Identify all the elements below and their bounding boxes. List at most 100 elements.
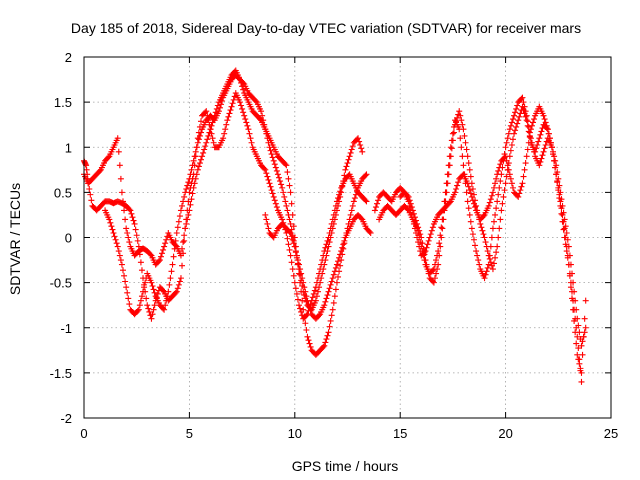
data-point [162, 240, 169, 247]
data-point [218, 101, 225, 108]
data-point [225, 113, 232, 120]
data-point [328, 278, 335, 285]
data-point [417, 248, 424, 255]
data-point [429, 278, 436, 285]
data-point [124, 229, 131, 236]
data-point [467, 173, 474, 180]
data-point [301, 313, 308, 320]
data-point [578, 378, 585, 385]
data-point [119, 267, 126, 274]
data-point [320, 266, 327, 273]
data-point [172, 237, 179, 244]
data-point [204, 136, 211, 143]
data-point [550, 151, 557, 158]
data-point [194, 139, 201, 146]
data-point [179, 245, 186, 252]
data-point [466, 166, 473, 173]
data-point [273, 204, 280, 211]
data-point [173, 229, 180, 236]
data-point [503, 173, 510, 180]
data-point [493, 205, 500, 212]
data-point [312, 297, 319, 304]
data-point [483, 268, 490, 275]
data-point [288, 200, 295, 207]
data-point [130, 217, 137, 224]
data-point [155, 258, 162, 265]
data-point [573, 324, 580, 331]
data-point [88, 197, 95, 204]
data-point [372, 204, 379, 211]
data-point [322, 257, 329, 264]
data-point [171, 245, 178, 252]
data-point [188, 196, 195, 203]
data-point [265, 139, 272, 146]
data-point [358, 145, 365, 152]
data-point [333, 207, 340, 214]
data-point [513, 123, 520, 130]
data-point [286, 182, 293, 189]
data-point [538, 128, 545, 135]
data-point [496, 225, 503, 232]
data-point [163, 236, 170, 243]
data-point [307, 343, 314, 350]
data-point [297, 266, 304, 273]
data-point [406, 202, 413, 209]
data-point [574, 333, 581, 340]
data-point [241, 112, 248, 119]
data-point [281, 193, 288, 200]
data-point [526, 132, 533, 139]
data-point [114, 243, 121, 250]
data-point [498, 207, 505, 214]
data-point [441, 198, 448, 205]
data-point [335, 273, 342, 280]
data-point [337, 251, 344, 258]
data-point [240, 79, 247, 86]
data-point [362, 197, 369, 204]
data-point [348, 146, 355, 153]
data-point [181, 232, 188, 239]
data-point [127, 207, 134, 214]
data-point [190, 184, 197, 191]
data-point [579, 351, 586, 358]
data-point [557, 198, 564, 205]
x-tick-labels: 0 5 10 15 20 25 [80, 426, 618, 441]
data-point [320, 343, 327, 350]
data-point [527, 126, 534, 133]
data-point [322, 298, 329, 305]
data-point [422, 248, 429, 255]
data-point [573, 340, 580, 347]
data-point [454, 182, 461, 189]
data-point [463, 189, 470, 196]
data-point [485, 202, 492, 209]
data-point [149, 311, 156, 318]
data-point [329, 225, 336, 232]
data-point [128, 210, 135, 217]
data-point [489, 225, 496, 232]
data-point [118, 189, 125, 196]
data-point [537, 131, 544, 138]
data-point [564, 252, 571, 259]
data-point [514, 120, 521, 127]
data-point [304, 333, 311, 340]
data-point [331, 268, 338, 275]
data-point [325, 329, 332, 336]
data-point [338, 189, 345, 196]
data-point [505, 166, 512, 173]
data-point [363, 171, 370, 178]
data-point [509, 116, 516, 123]
data-point [323, 252, 330, 259]
data-point [303, 327, 310, 334]
data-point [561, 225, 568, 232]
x-tick-label: 0 [80, 426, 87, 441]
data-point [569, 295, 576, 302]
data-point [202, 109, 209, 116]
data-point [283, 202, 290, 209]
data-point [185, 198, 192, 205]
data-point [411, 225, 418, 232]
data-point [323, 295, 330, 302]
data-point [538, 155, 545, 162]
data-point [429, 267, 436, 274]
data-point [494, 243, 501, 250]
data-point [438, 224, 445, 231]
data-point [340, 241, 347, 248]
